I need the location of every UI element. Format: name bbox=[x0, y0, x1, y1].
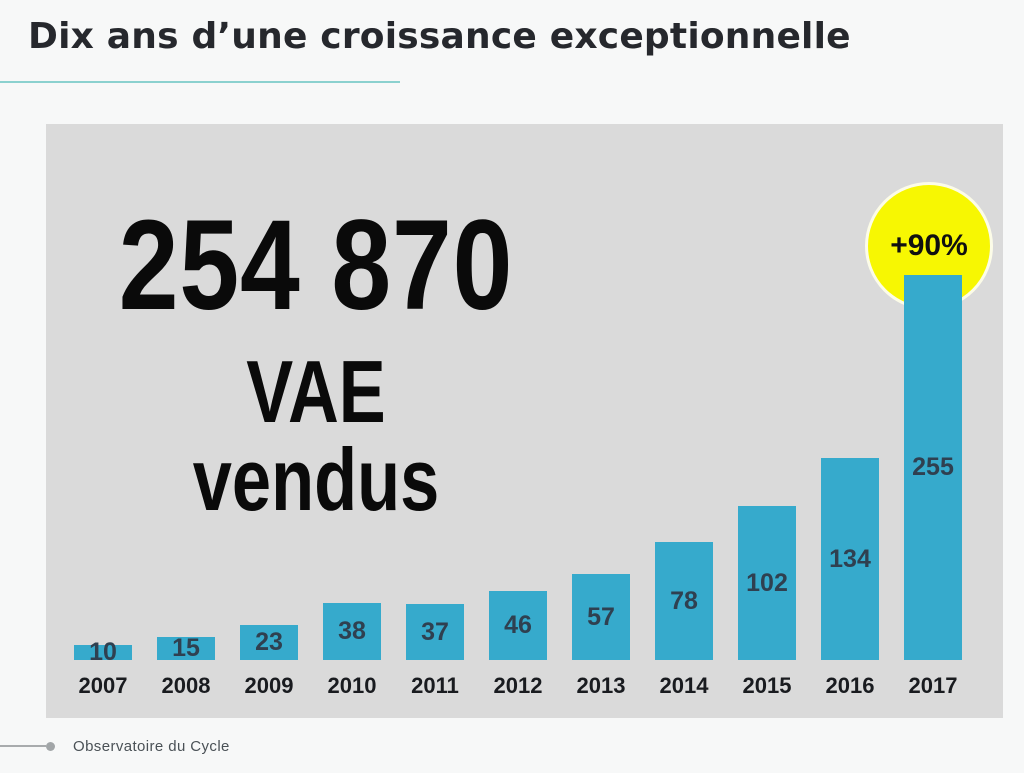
page-title: Dix ans d’une croissance exceptionnelle bbox=[28, 16, 851, 57]
bar-2012: 46 bbox=[489, 591, 547, 660]
bar-2008: 15 bbox=[157, 634, 215, 662]
bar-2015: 102 bbox=[738, 506, 796, 660]
x-axis-label: 2011 bbox=[411, 673, 459, 698]
bar-group-2011: 37 2011 bbox=[406, 604, 464, 699]
x-axis-label: 2012 bbox=[493, 673, 543, 698]
bar-group-2017: 255 2017 bbox=[904, 275, 962, 699]
x-axis-label: 2010 bbox=[327, 673, 377, 698]
bar-2016: 134 bbox=[821, 458, 879, 660]
bar-chart: 10 2007 15 2008 23 2009 38 2010 37 2011 46 2012 57 20… bbox=[46, 124, 1003, 718]
x-axis-label: 2014 bbox=[659, 673, 709, 698]
bar-value-label: 78 bbox=[670, 586, 698, 615]
growth-badge: +90% bbox=[865, 182, 993, 310]
bar-group-2007: 10 2007 bbox=[74, 640, 132, 699]
bar-2009: 23 bbox=[240, 625, 298, 660]
headline-value: 254 870 bbox=[118, 194, 514, 337]
bar-value-label: 255 bbox=[912, 453, 954, 481]
title-underline-decoration bbox=[0, 81, 400, 83]
bar-2007: 10 bbox=[74, 640, 132, 665]
bar-value-label: 102 bbox=[746, 568, 788, 597]
x-axis-label: 2015 bbox=[742, 673, 792, 698]
headline-label: VAE vendus bbox=[192, 342, 440, 529]
growth-badge-label: +90% bbox=[890, 229, 968, 262]
bar-value-label: 10 bbox=[89, 638, 117, 666]
x-axis-label: 2009 bbox=[244, 673, 294, 698]
bar-value-label: 46 bbox=[504, 611, 532, 639]
chart-panel: 254 870 VAE vendus +90% 10 2007 15 2008 23 20… bbox=[46, 124, 1003, 718]
x-axis-label: 2007 bbox=[78, 673, 128, 698]
bar-value-label: 38 bbox=[338, 617, 366, 645]
bar-group-2012: 46 2012 bbox=[489, 591, 547, 699]
x-axis-label: 2013 bbox=[576, 673, 626, 698]
bar-group-2009: 23 2009 bbox=[240, 625, 298, 699]
bar-2017: 255 bbox=[904, 275, 962, 660]
bar-group-2008: 15 2008 bbox=[157, 634, 215, 699]
footer-dot-decoration bbox=[46, 742, 55, 751]
bar-value-label: 57 bbox=[587, 602, 615, 631]
headline-stat: 254 870 VAE vendus bbox=[76, 202, 556, 524]
bar-2011: 37 bbox=[406, 604, 464, 660]
bar-value-label: 134 bbox=[829, 544, 871, 573]
bar-value-label: 37 bbox=[421, 617, 449, 646]
bar-group-2013: 57 2013 bbox=[572, 574, 630, 699]
bar-group-2014: 78 2014 bbox=[655, 542, 713, 699]
bar-group-2016: 134 2016 bbox=[821, 458, 879, 699]
bar-group-2015: 102 2015 bbox=[738, 506, 796, 699]
bar-2013: 57 bbox=[572, 574, 630, 660]
x-axis-label: 2017 bbox=[908, 673, 958, 698]
x-axis-label: 2016 bbox=[825, 673, 875, 698]
footer-line-decoration bbox=[0, 745, 46, 747]
bar-2010: 38 bbox=[323, 603, 381, 660]
bar-2014: 78 bbox=[655, 542, 713, 660]
bar-group-2010: 38 2010 bbox=[323, 603, 381, 699]
bar-value-label: 23 bbox=[255, 628, 283, 656]
source-label: Observatoire du Cycle bbox=[73, 738, 230, 755]
x-axis-label: 2008 bbox=[161, 673, 211, 698]
bar-value-label: 15 bbox=[172, 634, 200, 662]
